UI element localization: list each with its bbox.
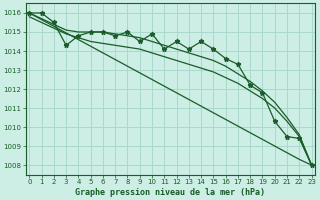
X-axis label: Graphe pression niveau de la mer (hPa): Graphe pression niveau de la mer (hPa) (76, 188, 266, 197)
